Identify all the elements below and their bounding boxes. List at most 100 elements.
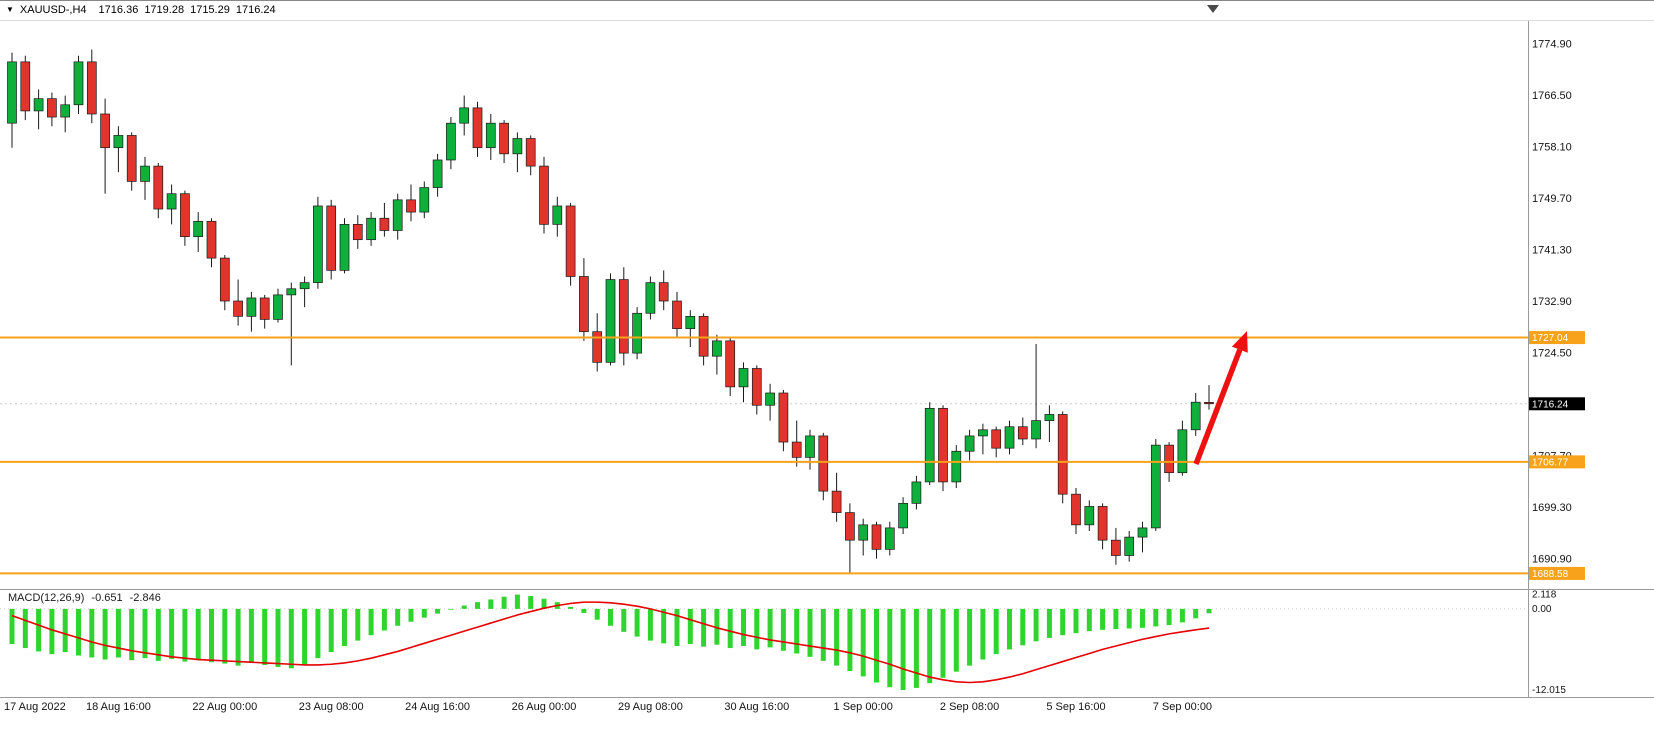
macd-histogram-bar (36, 608, 42, 652)
macd-histogram-bar (381, 608, 387, 631)
candle-down (259, 297, 270, 320)
time-axis-label: 17 Aug 2022 (4, 701, 66, 713)
candle-down (1071, 493, 1081, 526)
price-axis[interactable] (1529, 21, 1654, 697)
macd-histogram-bar (1113, 608, 1119, 630)
macd-histogram-bar (182, 608, 188, 662)
candle-down (831, 490, 842, 513)
trend-arrow-shaft[interactable] (1193, 348, 1243, 465)
candle-down (20, 61, 31, 112)
macd-histogram-bar (927, 608, 933, 684)
candle-up (685, 315, 696, 329)
candle-down (938, 407, 948, 483)
macd-histogram-bar (248, 608, 254, 663)
macd-histogram-bar (953, 608, 959, 672)
current-price-badge (1529, 397, 1585, 411)
macd-histogram-bar (288, 608, 294, 669)
chart-pane[interactable] (0, 21, 1528, 588)
candle-down (818, 435, 829, 492)
macd-histogram-bar (967, 608, 973, 666)
macd-histogram-bar (1007, 608, 1012, 650)
candle-down (991, 429, 1002, 449)
macd-histogram-bar (435, 608, 441, 614)
candle-down (472, 107, 483, 149)
macd-histogram-bar (475, 602, 480, 609)
candle-down (47, 98, 57, 118)
candle-down (592, 331, 603, 363)
candle-down (406, 199, 416, 213)
candle-down (1204, 402, 1214, 405)
macd-histogram-bar (395, 608, 401, 626)
price-tick-label: 1749.70 (1532, 193, 1572, 205)
price-level-badge-label: 1727.04 (1532, 333, 1569, 344)
macd-histogram-bar (461, 605, 467, 609)
candle-up (858, 524, 869, 541)
candle-up (805, 435, 815, 458)
macd-histogram-bar (501, 596, 507, 609)
candle-up (366, 217, 376, 241)
candle-down (379, 217, 390, 231)
macd-histogram-bar (1100, 608, 1106, 630)
candle-up (512, 138, 523, 155)
macd-histogram-bar (913, 608, 919, 688)
candle-up (73, 61, 84, 106)
candle-up (898, 503, 908, 529)
macd-pane[interactable] (0, 590, 1528, 697)
price-tick-label: 1732.90 (1532, 296, 1572, 308)
macd-main-value: -0.651 (91, 592, 123, 604)
candle-down (698, 315, 709, 357)
candle-up (7, 61, 17, 124)
price-level-badge-label: 1706.77 (1532, 457, 1569, 468)
candle-down (658, 282, 669, 302)
candle-down (499, 122, 509, 155)
price-tick-label: 1699.30 (1532, 502, 1572, 514)
chart-shift-marker-icon (1207, 5, 1219, 13)
candle-down (153, 165, 164, 210)
macd-histogram-bar (1153, 608, 1159, 627)
macd-histogram-bar (940, 608, 946, 678)
candle-up (339, 224, 350, 271)
candle-up (140, 165, 150, 182)
candle-down (845, 512, 855, 541)
macd-histogram-bar (621, 608, 627, 632)
candle-up (978, 429, 988, 437)
price-tick-label: 1724.50 (1532, 348, 1572, 360)
macd-histogram-bar (115, 608, 121, 658)
candle-down (725, 340, 736, 388)
time-axis-label: 7 Sep 00:00 (1153, 701, 1212, 713)
macd-histogram-bar (568, 606, 574, 609)
macd-histogram-bar (754, 608, 760, 650)
candle-down (86, 61, 97, 115)
macd-histogram-bar (1193, 608, 1199, 619)
price-level-badge-label: 1688.58 (1532, 569, 1569, 580)
candle-down (180, 193, 190, 237)
macd-histogram-bar (714, 608, 720, 645)
candle-up (924, 407, 935, 483)
candle-up (273, 294, 283, 320)
price-level-badge (1529, 455, 1585, 469)
time-axis[interactable] (0, 698, 1528, 716)
macd-histogram-bar (874, 608, 879, 683)
candle-up (1004, 426, 1015, 449)
macd-histogram-bar (980, 608, 986, 660)
candle-down (126, 135, 137, 182)
candle-down (565, 205, 576, 277)
candle-down (618, 279, 629, 354)
macd-histogram-bar (448, 608, 454, 610)
candle-down (1111, 539, 1121, 556)
symbol-dropdown-icon[interactable]: ▼ (6, 5, 14, 14)
price-tick-label: 1741.30 (1532, 245, 1572, 257)
trend-arrow-head[interactable] (1231, 331, 1248, 353)
macd-histogram-bar (687, 608, 693, 644)
candle-up (765, 392, 775, 406)
candle-up (33, 98, 44, 112)
macd-scale-max-label: 2.118 (1532, 590, 1557, 601)
candle-down (1097, 506, 1108, 541)
candle-up (1124, 536, 1135, 556)
price-level-badge (1529, 331, 1585, 345)
candle-up (951, 450, 962, 483)
price-tick-label: 1774.90 (1532, 39, 1572, 51)
macd-histogram-bar (22, 608, 28, 649)
